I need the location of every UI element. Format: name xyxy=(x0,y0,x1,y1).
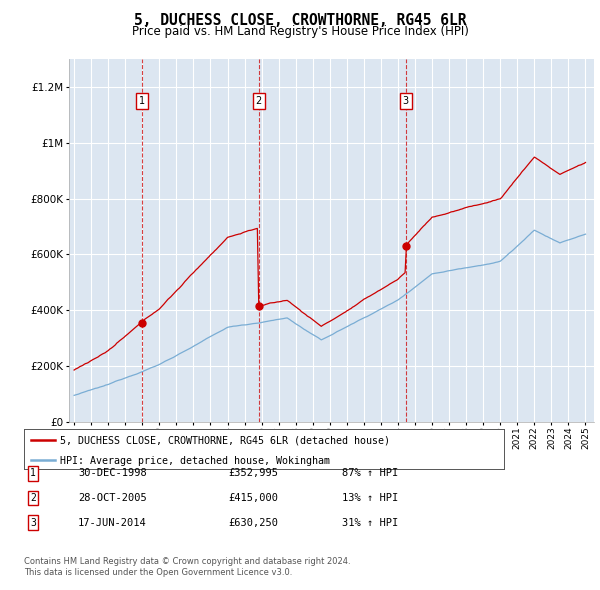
Text: 1: 1 xyxy=(139,96,145,106)
Text: 30-DEC-1998: 30-DEC-1998 xyxy=(78,468,147,478)
Text: 31% ↑ HPI: 31% ↑ HPI xyxy=(342,518,398,527)
Text: Price paid vs. HM Land Registry's House Price Index (HPI): Price paid vs. HM Land Registry's House … xyxy=(131,25,469,38)
Text: 1: 1 xyxy=(30,468,36,478)
Text: 2: 2 xyxy=(256,96,262,106)
Text: 2: 2 xyxy=(30,493,36,503)
Text: 3: 3 xyxy=(30,518,36,527)
Text: 5, DUCHESS CLOSE, CROWTHORNE, RG45 6LR (detached house): 5, DUCHESS CLOSE, CROWTHORNE, RG45 6LR (… xyxy=(60,435,390,445)
Text: 17-JUN-2014: 17-JUN-2014 xyxy=(78,518,147,527)
Text: HPI: Average price, detached house, Wokingham: HPI: Average price, detached house, Woki… xyxy=(60,455,330,466)
Text: This data is licensed under the Open Government Licence v3.0.: This data is licensed under the Open Gov… xyxy=(24,568,292,577)
Text: £415,000: £415,000 xyxy=(228,493,278,503)
Text: Contains HM Land Registry data © Crown copyright and database right 2024.: Contains HM Land Registry data © Crown c… xyxy=(24,558,350,566)
Text: £352,995: £352,995 xyxy=(228,468,278,478)
Text: 87% ↑ HPI: 87% ↑ HPI xyxy=(342,468,398,478)
Text: £630,250: £630,250 xyxy=(228,518,278,527)
Text: 3: 3 xyxy=(403,96,409,106)
Text: 13% ↑ HPI: 13% ↑ HPI xyxy=(342,493,398,503)
Text: 5, DUCHESS CLOSE, CROWTHORNE, RG45 6LR: 5, DUCHESS CLOSE, CROWTHORNE, RG45 6LR xyxy=(134,13,466,28)
Text: 28-OCT-2005: 28-OCT-2005 xyxy=(78,493,147,503)
